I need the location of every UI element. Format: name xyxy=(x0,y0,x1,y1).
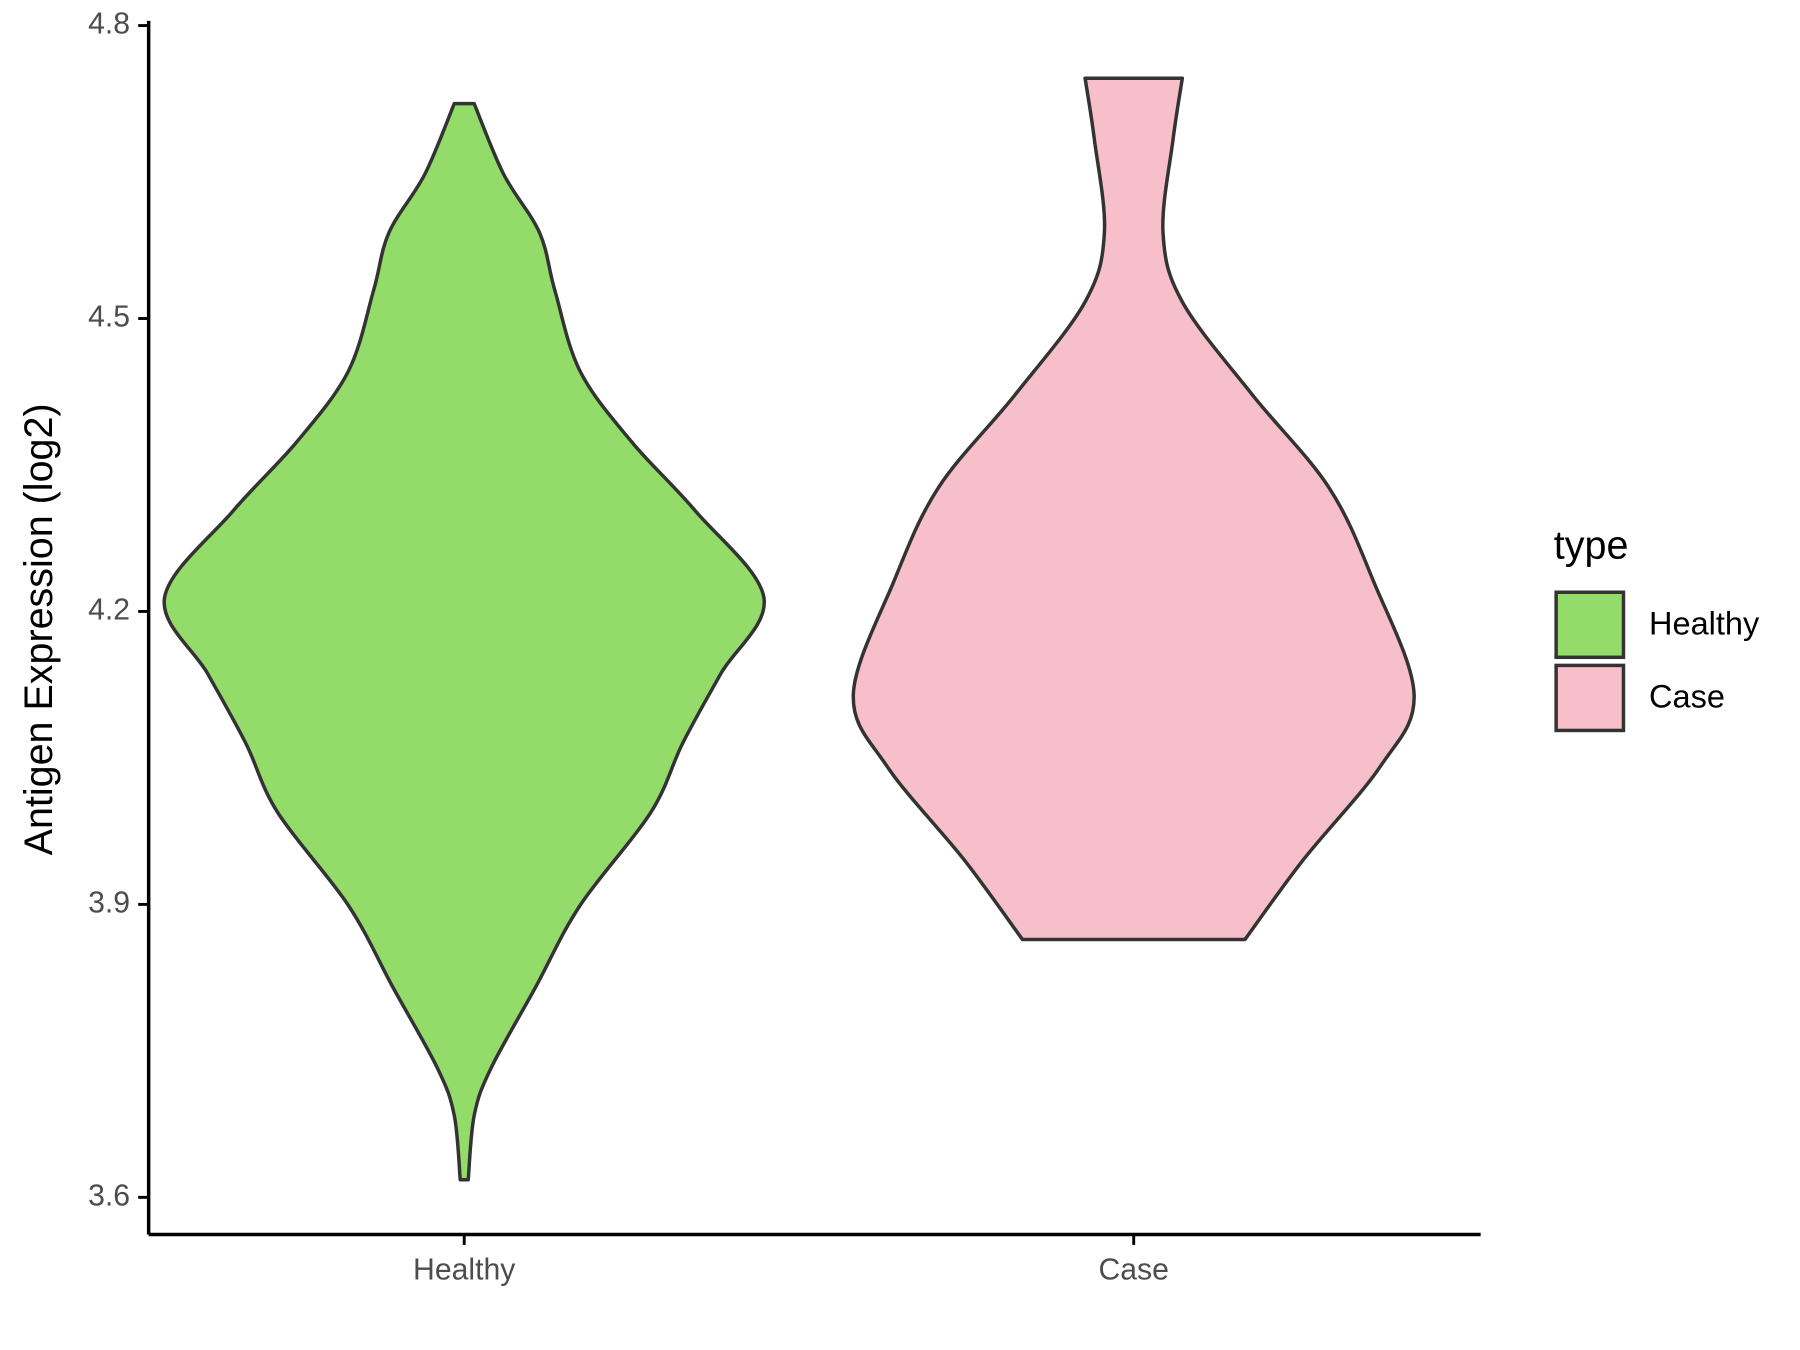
legend-label: Healthy xyxy=(1649,606,1760,642)
y-tick-label: 3.6 xyxy=(88,1179,130,1212)
y-tick-label: 4.5 xyxy=(88,300,130,333)
y-tick-label: 4.2 xyxy=(88,593,130,626)
violin xyxy=(162,101,766,1182)
legend-swatch xyxy=(1554,590,1626,660)
y-tick-label: 4.8 xyxy=(88,8,130,41)
legend-swatch xyxy=(1554,663,1626,733)
y-tick-label: 3.9 xyxy=(88,886,130,919)
legend-label: Case xyxy=(1649,679,1725,715)
violin xyxy=(851,76,1416,942)
y-axis-title: Antigen Expression (log2) xyxy=(17,403,61,855)
x-tick-label: Case xyxy=(1098,1254,1168,1287)
legend-title: type xyxy=(1554,524,1629,568)
x-tick-label: Healthy xyxy=(413,1254,516,1287)
